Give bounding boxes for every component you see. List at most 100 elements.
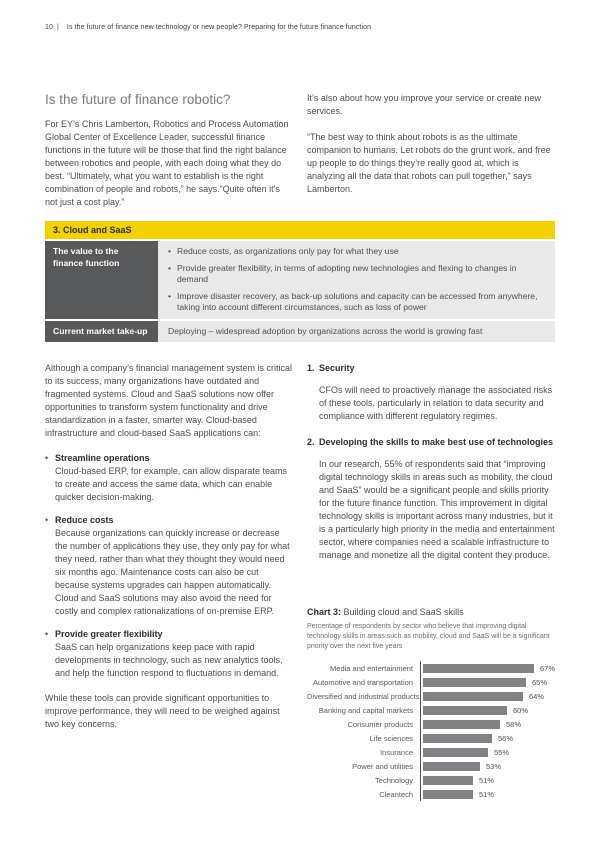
chart-axis-and-bar: 56% xyxy=(420,731,555,745)
chart-row: Technology 51% xyxy=(307,773,555,787)
header-title: Is the future of finance new technology … xyxy=(66,24,372,31)
bullet-title: Reduce costs xyxy=(55,515,114,525)
chart-category-label: Technology xyxy=(375,775,413,785)
closing-paragraph: While these tools can provide significan… xyxy=(45,693,280,729)
chart-category-label: Consumer products xyxy=(347,719,413,729)
bullet-icon: • xyxy=(45,629,49,639)
chart-bar xyxy=(423,761,480,771)
cloud-saas-table: 3. Cloud and SaaS The value to the finan… xyxy=(45,221,555,342)
intro-left-column: Is the future of finance robotic? For EY… xyxy=(45,92,293,209)
chart-bar xyxy=(423,677,526,687)
chart-row: Diversified and industrial products 64% xyxy=(307,689,555,703)
body-left-column: Although a company’s financial managemen… xyxy=(45,362,293,801)
chart-axis-and-bar: 55% xyxy=(420,745,555,759)
chart-axis-and-bar: 60% xyxy=(420,703,555,717)
chart-value-label: 53% xyxy=(486,761,502,771)
intro-paragraph: It’s also about how you improve your ser… xyxy=(307,93,541,116)
numbered-item: 2. Developing the skills to make best us… xyxy=(307,436,555,562)
chart-axis-and-bar: 51% xyxy=(420,787,555,801)
table-row-content: Deploying – widespread adoption by organ… xyxy=(158,320,555,342)
table-row: The value to the finance function • Redu… xyxy=(45,241,555,319)
table-header: 3. Cloud and SaaS xyxy=(45,221,555,239)
chart-bar xyxy=(423,663,534,673)
chart-bar xyxy=(423,789,473,799)
intro-paragraph: “The best way to think about robots is a… xyxy=(307,132,551,194)
page-content: Is the future of finance robotic? For EY… xyxy=(45,92,555,801)
chart-subtitle: Percentage of respondents by sector who … xyxy=(307,623,550,650)
table-row: Current market take-up Deploying – wides… xyxy=(45,320,555,342)
chart-category-label: Automotive and transportation xyxy=(312,677,413,687)
table-bullet-text: Provide greater flexibility, in terms of… xyxy=(177,262,517,285)
list-item: • Provide greater flexibility SaaS can h… xyxy=(45,628,293,680)
chart-category-label: Power and utilities xyxy=(352,761,413,771)
numbered-item: 1. Security CFOs will need to proactivel… xyxy=(307,362,555,423)
chart-value-label: 51% xyxy=(479,775,495,785)
running-header: 10 | Is the future of finance new techno… xyxy=(45,24,555,31)
chart-value-label: 65% xyxy=(532,677,548,687)
chart-title: Chart 3: Building cloud and SaaS skills xyxy=(307,606,555,618)
chart-value-label: 51% xyxy=(479,789,495,799)
chart-bar xyxy=(423,747,488,757)
chart-value-label: 55% xyxy=(494,747,510,757)
chart-row: Life sciences 56% xyxy=(307,731,555,745)
chart-category-label: Life sciences xyxy=(369,733,413,743)
table-row-label: The value to the finance function xyxy=(45,241,158,319)
chart-bar xyxy=(423,691,523,701)
chart-row: Media and entertainment 67% xyxy=(307,661,555,675)
chart-bar xyxy=(423,705,507,715)
bullet-icon: • xyxy=(45,515,49,525)
chart-row: Insurance 55% xyxy=(307,745,555,759)
bullet-text: Because organizations can quickly increa… xyxy=(55,528,290,616)
chart-row: Power and utilities 53% xyxy=(307,759,555,773)
item-number: 2. xyxy=(307,437,315,447)
bullet-title: Streamline operations xyxy=(55,453,150,463)
chart-axis-and-bar: 58% xyxy=(420,717,555,731)
chart-value-label: 58% xyxy=(506,719,522,729)
intro-section: Is the future of finance robotic? For EY… xyxy=(45,92,555,209)
chart-category-label: Banking and capital markets xyxy=(318,705,413,715)
bullet-icon: • xyxy=(168,290,172,301)
intro-paragraph: For EY’s Chris Lamberton, Robotics and P… xyxy=(45,119,289,207)
bullet-text: SaaS can help organizations keep pace wi… xyxy=(55,642,283,678)
benefit-list: • Streamline operations Cloud-based ERP,… xyxy=(45,452,293,680)
chart-axis-and-bar: 51% xyxy=(420,773,555,787)
bullet-icon: • xyxy=(45,453,49,463)
chart-category-label: Cleantech xyxy=(379,789,413,799)
chart-value-label: 64% xyxy=(529,691,545,701)
chart-value-label: 56% xyxy=(498,733,514,743)
chart-bar xyxy=(423,733,492,743)
chart-axis-and-bar: 65% xyxy=(420,675,555,689)
bullet-icon: • xyxy=(168,246,172,256)
header-divider: | xyxy=(57,24,59,31)
chart-axis-and-bar: 53% xyxy=(420,759,555,773)
table-row-text: Deploying – widespread adoption by organ… xyxy=(168,325,483,336)
item-number: 1. xyxy=(307,363,315,373)
chart-bar xyxy=(423,719,500,729)
intro-right-column: It’s also about how you improve your ser… xyxy=(307,92,555,209)
body-section: Although a company’s financial managemen… xyxy=(45,362,555,801)
page-number: 10 xyxy=(45,24,53,31)
chart-category-label: Diversified and industrial products xyxy=(307,691,420,701)
item-text: In our research, 55% of respondents said… xyxy=(319,459,555,560)
chart-row: Cleantech 51% xyxy=(307,787,555,801)
table-bullet-text: Improve disaster recovery, as back-up so… xyxy=(177,290,538,313)
chart-row: Consumer products 58% xyxy=(307,717,555,731)
item-title: Developing the skills to make best use o… xyxy=(319,437,554,447)
body-paragraph: Although a company’s financial managemen… xyxy=(45,363,292,438)
section-title: Is the future of finance robotic? xyxy=(45,92,231,107)
bar-chart: Chart 3: Building cloud and SaaS skills … xyxy=(307,606,555,801)
chart-title-prefix: Chart 3: xyxy=(307,607,342,617)
bullet-text: Cloud-based ERP, for example, can allow … xyxy=(55,466,287,502)
table-bullet: • Improve disaster recovery, as back-up … xyxy=(168,291,545,314)
chart-value-label: 67% xyxy=(540,663,556,673)
chart-plot-area: Media and entertainment 67% Automotive and… xyxy=(307,661,555,801)
chart-row: Automotive and transportation 65% xyxy=(307,675,555,689)
bullet-title: Provide greater flexibility xyxy=(55,629,163,639)
chart-bar xyxy=(423,775,473,785)
table-row-label: Current market take-up xyxy=(45,320,158,342)
chart-category-label: Media and entertainment xyxy=(330,663,413,673)
table-bullet-text: Reduce costs, as organizations only pay … xyxy=(177,246,399,256)
chart-axis-and-bar: 64% xyxy=(420,689,555,703)
table-row-content: • Reduce costs, as organizations only pa… xyxy=(158,241,555,319)
